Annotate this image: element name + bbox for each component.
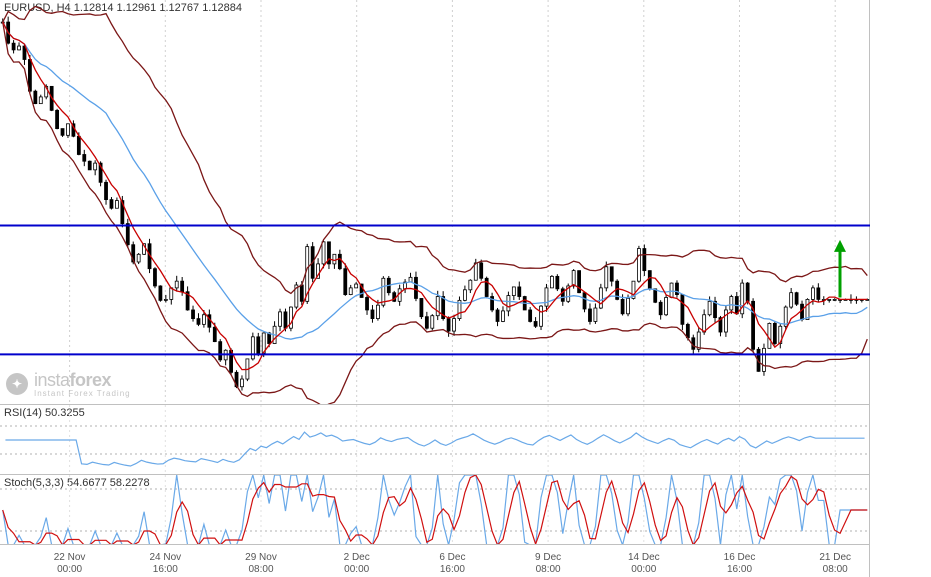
x-tick-date: 16 Dec (724, 552, 756, 563)
x-tick-time: 00:00 (57, 564, 82, 575)
x-tick-date: 2 Dec (344, 552, 370, 563)
x-tick-time: 08:00 (823, 564, 848, 575)
x-tick-date: 9 Dec (535, 552, 561, 563)
x-tick-time: 00:00 (344, 564, 369, 575)
x-tick-time: 08:00 (536, 564, 561, 575)
stoch-title: Stoch(5,3,3) 54.6677 58.2278 (4, 477, 150, 489)
x-tick-date: 22 Nov (54, 552, 86, 563)
stochastic-panel[interactable]: Stoch(5,3,3) 54.6677 58.2278 (0, 474, 870, 544)
watermark-brand: instaforex (34, 370, 131, 391)
x-tick-time: 16:00 (727, 564, 752, 575)
ohlc-close: 1.12884 (202, 2, 242, 14)
price-chart[interactable]: EURUSD, H4 1.12814 1.12961 1.12767 1.128… (0, 0, 870, 404)
x-tick-time: 16:00 (153, 564, 178, 575)
instrument-title: EURUSD, H4 1.12814 1.12961 1.12767 1.128… (4, 2, 242, 14)
x-tick-time: 08:00 (248, 564, 273, 575)
x-tick-date: 14 Dec (628, 552, 660, 563)
ohlc-low: 1.12767 (159, 2, 199, 14)
time-axis: 22 Nov00:0024 Nov16:0029 Nov08:002 Dec00… (0, 544, 870, 577)
ohlc-open: 1.12814 (74, 2, 114, 14)
x-tick-date: 6 Dec (439, 552, 465, 563)
price-chart-canvas (0, 0, 870, 404)
x-tick-date: 21 Dec (819, 552, 851, 563)
ohlc-high: 1.12961 (117, 2, 157, 14)
x-tick-date: 29 Nov (245, 552, 277, 563)
rsi-title: RSI(14) 50.3255 (4, 407, 85, 419)
rsi-canvas (0, 405, 870, 475)
symbol-label: EURUSD (4, 2, 50, 14)
y-axis: 1.158501.154801.151101.147401.143701.140… (870, 0, 931, 577)
watermark-tagline: Instant Forex Trading (34, 389, 131, 398)
watermark: ✦ instaforex Instant Forex Trading (6, 370, 131, 398)
rsi-panel[interactable]: RSI(14) 50.3255 (0, 404, 870, 474)
x-tick-time: 16:00 (440, 564, 465, 575)
globe-icon: ✦ (6, 373, 28, 395)
timeframe-label: H4 (57, 2, 71, 14)
x-tick-date: 24 Nov (149, 552, 181, 563)
x-tick-time: 00:00 (631, 564, 656, 575)
